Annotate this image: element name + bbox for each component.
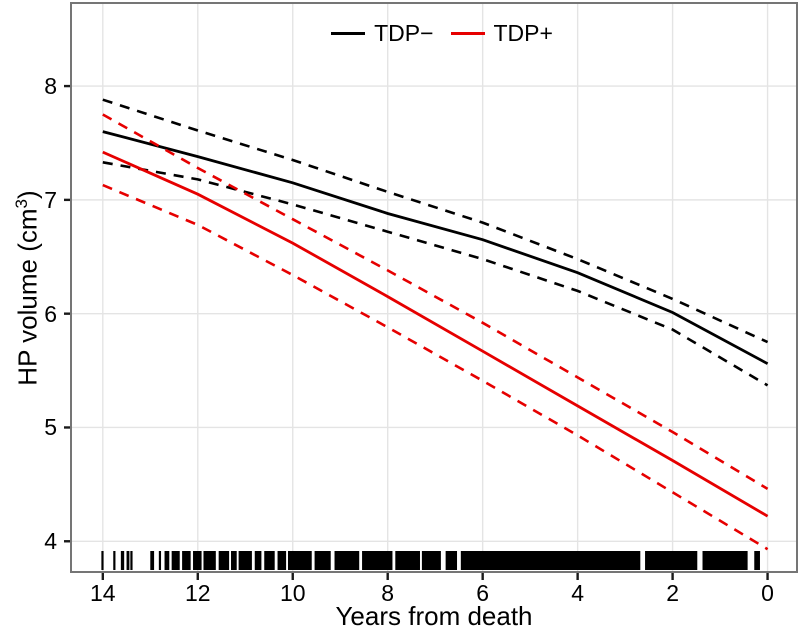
rug-segment-28 (754, 551, 760, 570)
rug-segment-0 (101, 551, 104, 570)
y-tick-label-6: 6 (44, 300, 57, 327)
series-line-tdp-pos-fit (102, 150, 769, 518)
rug-segment-2 (120, 551, 125, 570)
rug-segment-15 (254, 551, 262, 570)
y-tick-label-4: 4 (44, 528, 57, 555)
x-tick-label-10: 10 (279, 580, 306, 606)
rug-segment-16 (264, 551, 275, 570)
rug-segment-4 (130, 551, 133, 570)
y-axis-title: HP volume (cm3) (12, 190, 44, 386)
rug-segment-23 (421, 551, 441, 570)
rug-segment-22 (395, 551, 420, 570)
x-tick-label-4: 4 (571, 580, 585, 606)
rug-segment-20 (334, 551, 360, 570)
y-tick-label-7: 7 (44, 186, 57, 213)
x-axis-title: Years from death (335, 601, 533, 631)
rug-segment-21 (362, 551, 393, 570)
series-line-tdp-neg-upper (102, 98, 769, 344)
rug-segment-27 (702, 551, 748, 570)
rug-segment-24 (445, 551, 458, 570)
rug-segment-17 (277, 551, 287, 570)
rug-segment-10 (193, 551, 202, 570)
rug-segment-3 (126, 551, 130, 570)
y-tick-label-8: 8 (44, 73, 57, 100)
x-tick-label-8: 8 (381, 580, 395, 606)
rug-segment-11 (203, 551, 216, 570)
series-line-tdp-pos-upper (102, 113, 769, 491)
x-tick-label-6: 6 (476, 580, 490, 606)
rug-segment-18 (287, 551, 312, 570)
x-tick-label-12: 12 (184, 580, 211, 606)
rug-segment-6 (158, 551, 162, 570)
rug-segment-1 (113, 551, 116, 570)
series-line-tdp-neg-fit (102, 130, 769, 365)
panel-border (70, 2, 798, 573)
x-tick-label-0: 0 (761, 580, 774, 606)
rug-segment-19 (314, 551, 331, 570)
y-tick-label-5: 5 (44, 414, 57, 441)
rug-segment-9 (182, 551, 191, 570)
x-tick-label-14: 14 (90, 580, 116, 606)
rug-segment-8 (171, 551, 180, 570)
rug-segment-7 (164, 551, 170, 570)
panel-background (71, 3, 797, 572)
rug-segment-12 (218, 551, 230, 570)
series-line-tdp-neg-lower (102, 161, 769, 387)
rug-segment-14 (238, 551, 252, 570)
rug-segment-13 (231, 551, 237, 570)
x-tick-label-2: 2 (666, 580, 679, 606)
y-axis-title-text: HP volume (cm (12, 208, 43, 386)
rug-segment-26 (645, 551, 698, 570)
rug-segment-25 (460, 551, 641, 570)
rug-segment-5 (150, 551, 155, 570)
